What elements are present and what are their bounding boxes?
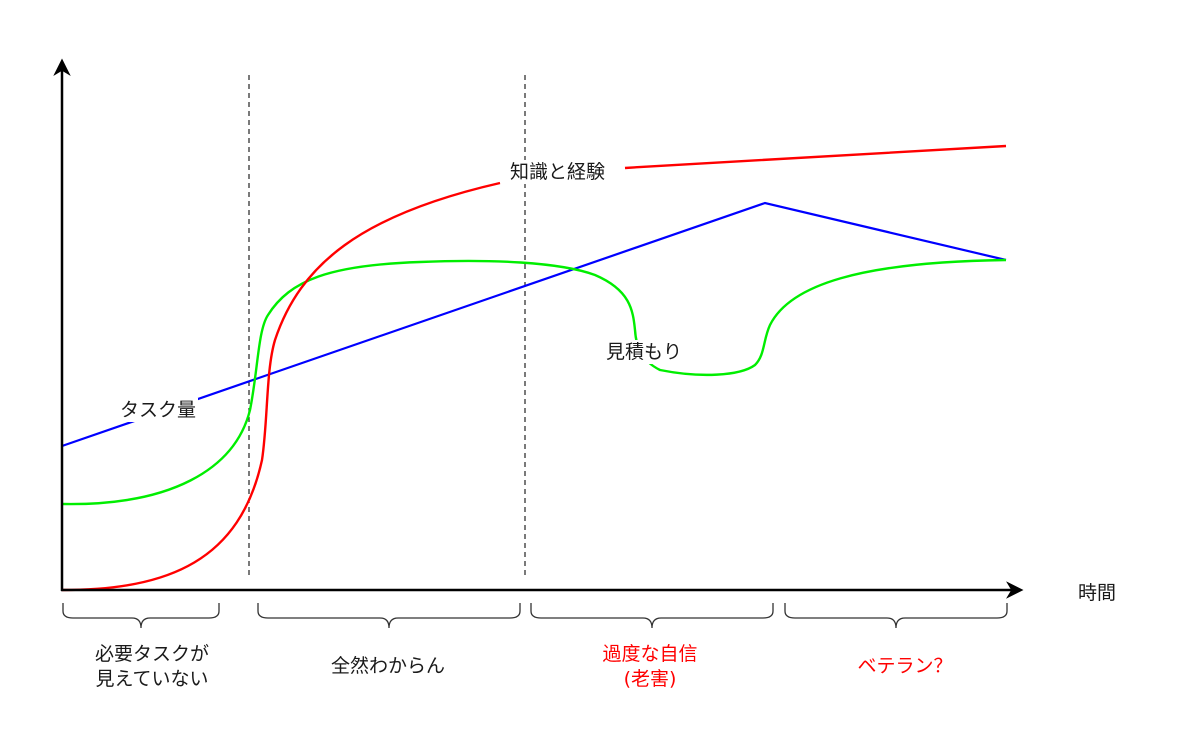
knowledge-curve [61, 144, 1007, 592]
task-label: タスク量 [118, 398, 199, 422]
phase-label-overconfident: 過度な自信 (老害) [602, 643, 698, 690]
phase-braces [62, 603, 1008, 629]
phase-label-veteran: ベテラン？ [857, 655, 953, 677]
estimate-label: 見積もり [604, 340, 685, 364]
phase-label-unseen: 必要タスクが 見えていない [94, 643, 209, 690]
x-axis-label: 時間 [1078, 582, 1117, 604]
knowledge-label: 知識と経験 [508, 160, 608, 184]
phase-label-clueless: 全然わからん [330, 655, 445, 677]
estimate-curve [61, 258, 1007, 506]
task-volume-line [61, 201, 1007, 448]
